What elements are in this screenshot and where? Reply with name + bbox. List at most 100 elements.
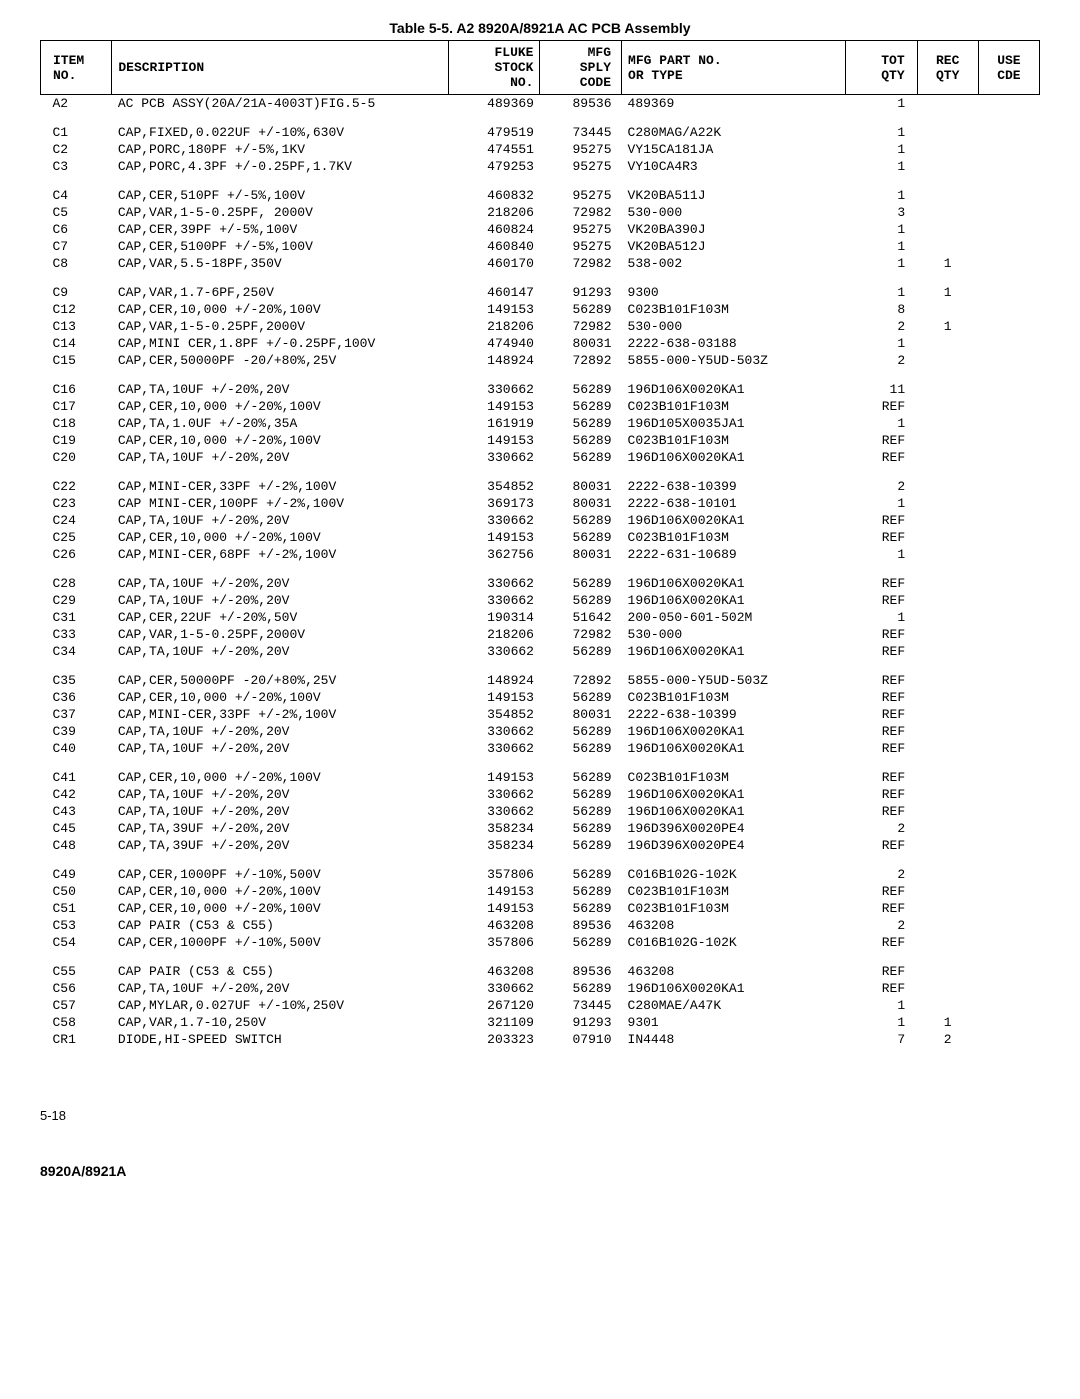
cell: 460832 xyxy=(448,187,540,204)
cell xyxy=(978,301,1039,318)
table-row xyxy=(41,112,1040,124)
cell: 330662 xyxy=(448,381,540,398)
cell: CAP,TA,10UF +/-20%,20V xyxy=(112,575,448,592)
page-number: 5-18 xyxy=(40,1108,1040,1123)
cell: 8 xyxy=(846,301,917,318)
cell xyxy=(978,963,1039,980)
table-row: C55CAP PAIR (C53 & C55)46320889536463208… xyxy=(41,963,1040,980)
cell: 358234 xyxy=(448,820,540,837)
cell: 2222-638-10399 xyxy=(622,706,846,723)
cell: 1 xyxy=(846,1014,917,1031)
cell: 95275 xyxy=(540,187,622,204)
cell: 463208 xyxy=(448,917,540,934)
cell: CAP,TA,10UF +/-20%,20V xyxy=(112,786,448,803)
cell: 80031 xyxy=(540,546,622,563)
cell xyxy=(978,512,1039,529)
cell: 56289 xyxy=(540,980,622,997)
cell: CAP,TA,10UF +/-20%,20V xyxy=(112,980,448,997)
cell: 1 xyxy=(846,284,917,301)
cell xyxy=(978,592,1039,609)
cell: 1 xyxy=(846,609,917,626)
cell: C9 xyxy=(41,284,112,301)
cell: 203323 xyxy=(448,1031,540,1048)
cell: CAP,TA,10UF +/-20%,20V xyxy=(112,381,448,398)
cell: 56289 xyxy=(540,398,622,415)
cell: C280MAE/A47K xyxy=(622,997,846,1014)
cell: 1 xyxy=(846,255,917,272)
cell: 330662 xyxy=(448,980,540,997)
cell: C23 xyxy=(41,495,112,512)
cell: 479253 xyxy=(448,158,540,175)
header-part: MFG PART NO.OR TYPE xyxy=(622,41,846,95)
cell: 56289 xyxy=(540,529,622,546)
cell: 80031 xyxy=(540,478,622,495)
cell: 1 xyxy=(846,141,917,158)
header-item: ITEMNO. xyxy=(41,41,112,95)
cell: 460147 xyxy=(448,284,540,301)
table-row: C18CAP,TA,1.0UF +/-20%,35A16191956289196… xyxy=(41,415,1040,432)
cell: 196D106X0020KA1 xyxy=(622,575,846,592)
cell: 196D106X0020KA1 xyxy=(622,592,846,609)
cell: CAP,CER,10,000 +/-20%,100V xyxy=(112,529,448,546)
cell: 1 xyxy=(917,255,978,272)
cell: CAP,TA,10UF +/-20%,20V xyxy=(112,723,448,740)
cell: 2 xyxy=(917,1031,978,1048)
cell: 190314 xyxy=(448,609,540,626)
cell: REF xyxy=(846,643,917,660)
cell: 357806 xyxy=(448,866,540,883)
table-row: A2AC PCB ASSY(20A/21A-4003T)FIG.5-548936… xyxy=(41,95,1040,113)
table-row: C58CAP,VAR,1.7-10,250V32110991293930111 xyxy=(41,1014,1040,1031)
cell xyxy=(917,786,978,803)
cell: 530-000 xyxy=(622,204,846,221)
header-rec: RECQTY xyxy=(917,41,978,95)
cell: REF xyxy=(846,575,917,592)
table-row: C57CAP,MYLAR,0.027UF +/-10%,250V26712073… xyxy=(41,997,1040,1014)
cell xyxy=(917,512,978,529)
cell xyxy=(917,546,978,563)
cell xyxy=(917,221,978,238)
table-row: C42CAP,TA,10UF +/-20%,20V33066256289196D… xyxy=(41,786,1040,803)
cell xyxy=(978,318,1039,335)
cell xyxy=(978,335,1039,352)
cell: CAP,CER,22UF +/-20%,50V xyxy=(112,609,448,626)
cell: CR1 xyxy=(41,1031,112,1048)
cell: CAP,CER,10,000 +/-20%,100V xyxy=(112,398,448,415)
header-desc: DESCRIPTION xyxy=(112,41,448,95)
cell: C023B101F103M xyxy=(622,900,846,917)
cell: C43 xyxy=(41,803,112,820)
cell: 330662 xyxy=(448,512,540,529)
cell: 148924 xyxy=(448,672,540,689)
cell xyxy=(917,592,978,609)
cell: CAP,TA,39UF +/-20%,20V xyxy=(112,820,448,837)
cell: C50 xyxy=(41,883,112,900)
table-row: C1CAP,FIXED,0.022UF +/-10%,630V479519734… xyxy=(41,124,1040,141)
cell: 56289 xyxy=(540,643,622,660)
cell: 149153 xyxy=(448,769,540,786)
cell: 200-050-601-502M xyxy=(622,609,846,626)
cell: IN4448 xyxy=(622,1031,846,1048)
cell: 7 xyxy=(846,1031,917,1048)
cell: AC PCB ASSY(20A/21A-4003T)FIG.5-5 xyxy=(112,95,448,113)
cell xyxy=(917,187,978,204)
cell: 95275 xyxy=(540,221,622,238)
table-row: C48CAP,TA,39UF +/-20%,20V35823456289196D… xyxy=(41,837,1040,854)
cell: 91293 xyxy=(540,284,622,301)
cell xyxy=(978,415,1039,432)
cell: CAP,CER,510PF +/-5%,100V xyxy=(112,187,448,204)
cell: 1 xyxy=(846,415,917,432)
cell: C34 xyxy=(41,643,112,660)
table-row: C31CAP,CER,22UF +/-20%,50V19031451642200… xyxy=(41,609,1040,626)
cell: C023B101F103M xyxy=(622,432,846,449)
cell: C29 xyxy=(41,592,112,609)
table-row xyxy=(41,757,1040,769)
cell xyxy=(917,866,978,883)
cell xyxy=(978,820,1039,837)
cell xyxy=(917,204,978,221)
cell: 196D106X0020KA1 xyxy=(622,643,846,660)
cell: 196D106X0020KA1 xyxy=(622,980,846,997)
cell: 460840 xyxy=(448,238,540,255)
cell: 196D106X0020KA1 xyxy=(622,381,846,398)
cell xyxy=(978,495,1039,512)
cell xyxy=(978,204,1039,221)
cell: CAP,CER,39PF +/-5%,100V xyxy=(112,221,448,238)
